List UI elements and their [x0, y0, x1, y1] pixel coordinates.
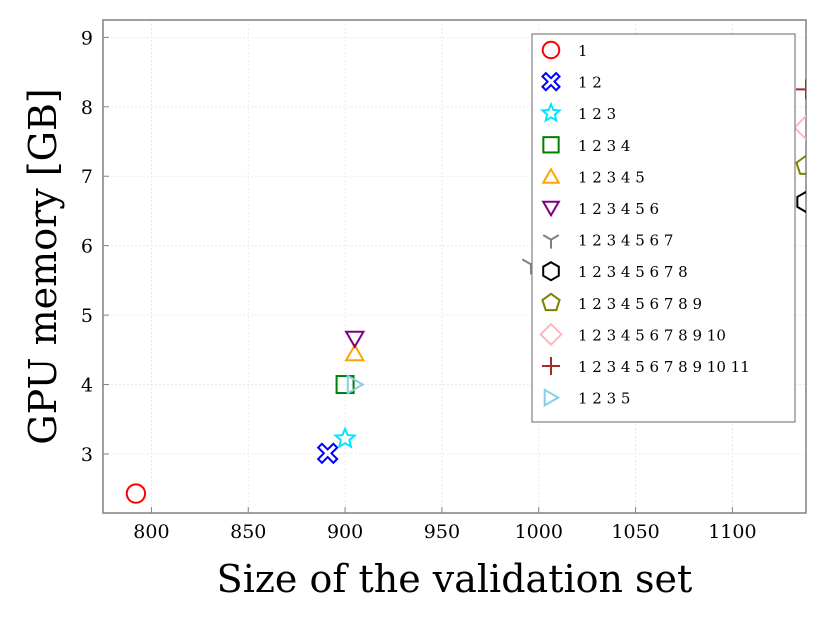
y-tick-label: 5	[81, 305, 93, 327]
data-point-8	[796, 190, 806, 214]
data-point-2	[316, 442, 339, 465]
x-tick-label: 900	[327, 521, 363, 543]
data-point-12	[346, 374, 365, 395]
legend-marker-8	[542, 261, 560, 282]
legend-marker-9	[541, 292, 561, 312]
axis-ticks: 800 850 900 950 1000 1050 1100 3 4 5 6 7 8 9	[81, 27, 757, 543]
x-tick-label: 950	[424, 521, 460, 543]
legend-marker-4	[542, 136, 560, 154]
legend-box	[531, 33, 796, 423]
x-tick-label: 1100	[708, 521, 756, 543]
legend-label: 1 2 3 4 5 6 7 8 9	[578, 295, 702, 313]
y-tick-label: 7	[81, 166, 93, 188]
legend-marker-12	[543, 388, 561, 408]
legend-marker-1	[541, 40, 561, 60]
y-tick-label: 3	[81, 444, 93, 466]
data-point-3	[333, 426, 358, 449]
data-points	[125, 79, 806, 504]
data-point-1	[125, 483, 147, 504]
legend-label: 1 2 3 4 5 6	[578, 200, 659, 218]
legend-label: 1 2 3 5	[578, 390, 630, 408]
legend-marker-10	[539, 322, 563, 347]
data-point-5	[344, 343, 366, 362]
x-tick-label: 1050	[611, 521, 659, 543]
y-tick-label: 4	[81, 375, 93, 397]
x-tick-label: 850	[230, 521, 266, 543]
plot-frame	[102, 19, 807, 514]
legend-label: 1 2 3 4 5	[578, 168, 645, 186]
legend-label: 1	[578, 42, 588, 60]
legend-label: 1 2 3 4 5 6 7	[578, 232, 673, 250]
data-point-4	[335, 375, 355, 395]
legend-label: 1 2 3 4 5 6 7 8	[578, 263, 688, 281]
legend-marker-2	[541, 71, 561, 92]
y-axis-label: GPU memory [GB]	[21, 88, 65, 444]
legend-marker-6	[541, 200, 561, 218]
y-tick-label: 9	[81, 27, 93, 49]
x-axis-label: Size of the validation set	[217, 557, 693, 601]
y-tick-label: 6	[81, 236, 93, 258]
legend-label: 1 2 3 4 5 6 7 8 9 10	[578, 326, 726, 344]
legend-marker-3	[539, 101, 563, 123]
x-tick-label: 1000	[515, 521, 563, 543]
legend-label: 1 2	[578, 74, 602, 92]
x-tick-label: 800	[133, 521, 169, 543]
y-tick-label: 8	[81, 97, 93, 119]
legend-label: 1 2 3	[578, 105, 616, 123]
legend-label: 1 2 3 4 5 6 7 8 9 10 11	[578, 358, 750, 376]
legend-marker-11	[542, 357, 560, 375]
legend-marker-7	[542, 234, 560, 249]
data-point-9	[795, 154, 806, 175]
legend-marker-5	[541, 167, 561, 184]
legend-label: 1 2 3 4	[578, 137, 630, 155]
data-point-10	[793, 114, 806, 141]
legend: 1 1 2 1 2 3 1 2 3 4 1 2 3 4 5 1 2 3 4 5 6 1 2 …	[531, 33, 796, 423]
data-point-6	[344, 330, 366, 349]
data-point-11	[796, 79, 806, 100]
